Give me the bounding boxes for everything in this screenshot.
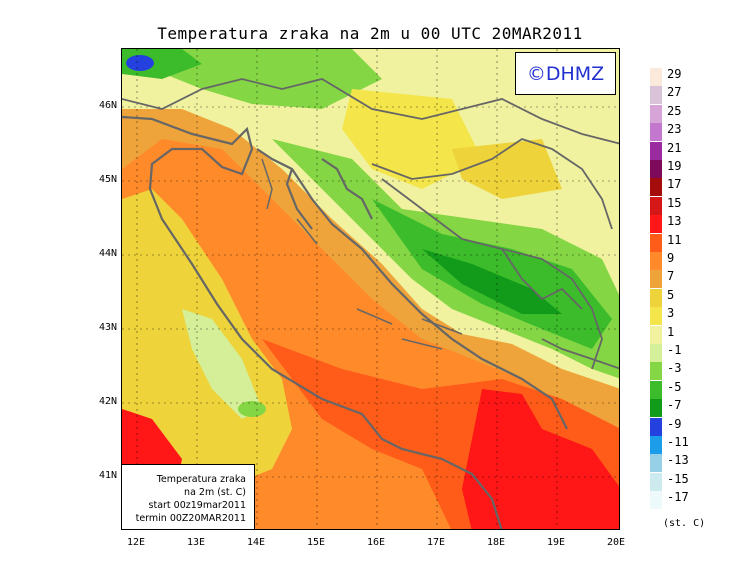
lat-label: 46N bbox=[98, 100, 117, 111]
coastline bbox=[122, 115, 568, 529]
legend-swatch bbox=[650, 270, 662, 289]
legend-swatch bbox=[650, 123, 662, 142]
legend-swatch bbox=[650, 178, 662, 197]
legend-swatch bbox=[650, 233, 662, 252]
info-box: Temperatura zraka na 2m (st. C) start 00… bbox=[121, 464, 255, 530]
lat-label: 43N bbox=[98, 322, 117, 333]
lon-label: 17E bbox=[426, 537, 446, 548]
map-title: Temperatura zraka na 2m u 00 UTC 20MAR20… bbox=[157, 24, 583, 43]
legend-level-label: -3 bbox=[667, 361, 682, 376]
lon-label: 15E bbox=[306, 537, 326, 548]
info-line-3: start 00z19mar2011 bbox=[148, 500, 246, 511]
legend-swatch bbox=[650, 417, 662, 436]
field-minus9-spot bbox=[126, 55, 154, 71]
field-1-zone-apennines bbox=[182, 309, 262, 419]
lat-label: 44N bbox=[98, 248, 117, 259]
legend-level-label: 17 bbox=[667, 177, 682, 192]
lon-label: 14E bbox=[246, 537, 266, 548]
info-line-4: termin 00Z20MAR2011 bbox=[135, 513, 246, 524]
legend-level-label: 19 bbox=[667, 159, 682, 173]
legend-level-label: 1 bbox=[667, 324, 675, 339]
legend-level-label: -15 bbox=[667, 471, 689, 486]
lat-label: 42N bbox=[98, 396, 117, 407]
legend-level-label: 23 bbox=[667, 122, 682, 137]
lon-label: 19E bbox=[546, 537, 566, 548]
field-minus3-zone-north bbox=[152, 49, 382, 109]
graticule bbox=[122, 49, 619, 529]
legend-level-label: -13 bbox=[667, 453, 689, 468]
legend-level-label: -11 bbox=[667, 435, 689, 449]
legend-swatch bbox=[650, 436, 662, 454]
legend-swatch bbox=[650, 252, 662, 270]
legend-swatch bbox=[650, 160, 662, 178]
legend-unit: (st. C) bbox=[663, 518, 706, 529]
legend-level-label: -1 bbox=[667, 343, 682, 357]
temperature-field bbox=[122, 49, 619, 529]
legend-swatch bbox=[650, 141, 662, 160]
lon-label: 18E bbox=[486, 537, 506, 548]
legend-level-label: 9 bbox=[667, 251, 675, 265]
legend-level-label: 13 bbox=[667, 214, 682, 229]
lon-label: 12E bbox=[126, 537, 146, 548]
islands bbox=[261, 158, 463, 350]
legend-level-label: 5 bbox=[667, 287, 675, 302]
lon-label: 16E bbox=[366, 537, 386, 548]
legend-swatch bbox=[650, 288, 662, 307]
legend-level-label: 15 bbox=[667, 195, 682, 210]
legend-swatch bbox=[650, 325, 662, 344]
legend-level-label: 21 bbox=[667, 140, 682, 155]
legend-swatch bbox=[650, 307, 662, 326]
legend-swatch bbox=[650, 104, 662, 123]
field-5-zone-north bbox=[452, 139, 562, 199]
field-minus1-spot-italy bbox=[238, 401, 266, 417]
legend-level-label: 29 bbox=[667, 67, 682, 81]
info-line-1: Temperatura zraka bbox=[156, 474, 246, 485]
legend-level-label: -17 bbox=[667, 490, 689, 505]
field-minus7-zone-dinarides bbox=[422, 249, 562, 314]
info-line-2: na 2m (st. C) bbox=[184, 487, 246, 498]
country-borders bbox=[122, 78, 619, 370]
legend-level-label: -5 bbox=[667, 379, 682, 394]
legend-level-label: -7 bbox=[667, 398, 682, 413]
lon-label: 13E bbox=[186, 537, 206, 548]
lat-label: 41N bbox=[98, 470, 117, 481]
legend-swatch bbox=[650, 362, 662, 381]
legend-swatch bbox=[650, 491, 662, 510]
legend-swatch bbox=[650, 399, 662, 418]
legend-swatch bbox=[650, 472, 662, 491]
legend-level-label: 27 bbox=[667, 85, 682, 100]
legend-swatch bbox=[650, 344, 662, 362]
dhmz-logo: ©DHMZ bbox=[515, 52, 616, 95]
legend-swatch bbox=[650, 196, 662, 215]
legend-swatch bbox=[650, 215, 662, 234]
legend-level-label: 3 bbox=[667, 306, 675, 321]
legend-level-label: 7 bbox=[667, 269, 675, 284]
legend-level-label: 11 bbox=[667, 232, 682, 247]
lon-label: 20E bbox=[606, 537, 626, 548]
lat-label: 45N bbox=[98, 174, 117, 185]
temperature-map bbox=[121, 48, 620, 530]
legend-level-label: -9 bbox=[667, 416, 682, 431]
legend-level-label: 25 bbox=[667, 103, 682, 118]
legend-swatch bbox=[650, 68, 662, 86]
legend-swatch bbox=[650, 454, 662, 473]
legend-swatch bbox=[650, 380, 662, 399]
legend-swatch bbox=[650, 86, 662, 105]
field-13-zone-southeast bbox=[462, 389, 619, 529]
